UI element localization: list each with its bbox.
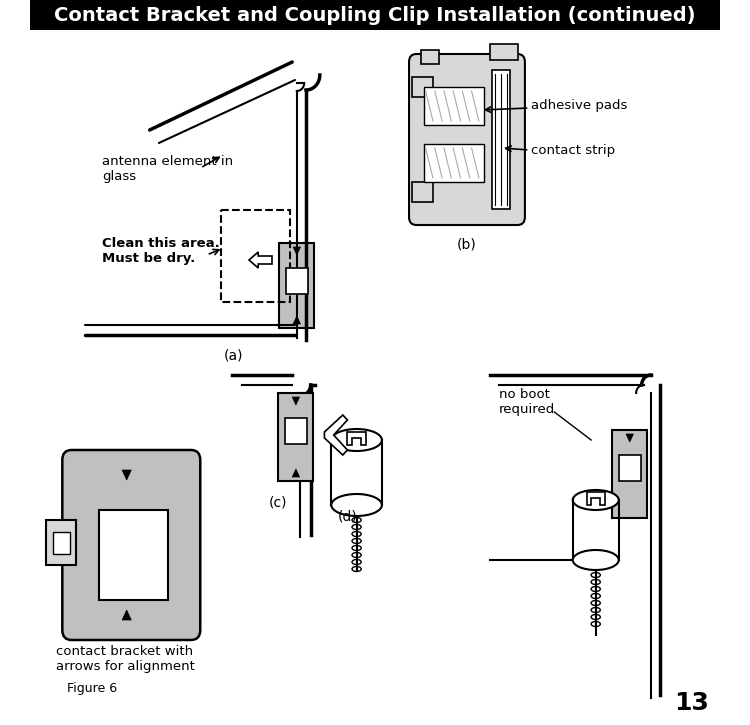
Polygon shape bbox=[325, 415, 347, 455]
FancyBboxPatch shape bbox=[619, 455, 640, 481]
FancyBboxPatch shape bbox=[424, 144, 484, 182]
Polygon shape bbox=[46, 520, 76, 565]
Text: no boot
required: no boot required bbox=[500, 388, 556, 416]
Text: antenna element in
glass: antenna element in glass bbox=[102, 155, 233, 183]
Polygon shape bbox=[492, 70, 510, 209]
Polygon shape bbox=[278, 393, 314, 481]
FancyBboxPatch shape bbox=[285, 418, 307, 444]
Polygon shape bbox=[292, 397, 299, 405]
Text: adhesive pads: adhesive pads bbox=[531, 99, 628, 112]
Polygon shape bbox=[421, 50, 440, 64]
FancyBboxPatch shape bbox=[286, 268, 308, 294]
Polygon shape bbox=[279, 243, 314, 328]
FancyBboxPatch shape bbox=[409, 54, 525, 225]
Text: (c): (c) bbox=[269, 495, 288, 509]
Text: contact bracket with
arrows for alignment: contact bracket with arrows for alignmen… bbox=[56, 645, 195, 673]
FancyBboxPatch shape bbox=[99, 510, 168, 600]
FancyBboxPatch shape bbox=[573, 500, 619, 560]
Polygon shape bbox=[612, 430, 647, 518]
Polygon shape bbox=[122, 610, 131, 620]
Polygon shape bbox=[249, 252, 272, 268]
Text: Clean this area.
Must be dry.: Clean this area. Must be dry. bbox=[102, 237, 220, 265]
Ellipse shape bbox=[332, 429, 382, 451]
Ellipse shape bbox=[573, 490, 619, 510]
Text: (b): (b) bbox=[457, 237, 477, 251]
Polygon shape bbox=[122, 470, 131, 480]
Text: (d): (d) bbox=[338, 510, 358, 524]
Text: Figure 6: Figure 6 bbox=[67, 682, 117, 695]
Polygon shape bbox=[347, 432, 366, 445]
Polygon shape bbox=[626, 434, 634, 442]
Polygon shape bbox=[586, 492, 605, 505]
Text: contact strip: contact strip bbox=[531, 144, 616, 157]
Ellipse shape bbox=[573, 550, 619, 570]
Polygon shape bbox=[412, 182, 433, 202]
Polygon shape bbox=[293, 247, 301, 255]
FancyBboxPatch shape bbox=[332, 440, 382, 505]
Text: Contact Bracket and Coupling Clip Installation (continued): Contact Bracket and Coupling Clip Instal… bbox=[54, 6, 696, 25]
FancyBboxPatch shape bbox=[424, 87, 484, 125]
FancyBboxPatch shape bbox=[62, 450, 200, 640]
FancyBboxPatch shape bbox=[30, 0, 720, 30]
Polygon shape bbox=[412, 77, 433, 97]
Polygon shape bbox=[292, 469, 299, 477]
Polygon shape bbox=[293, 316, 301, 324]
Text: 13: 13 bbox=[674, 691, 709, 715]
Polygon shape bbox=[490, 44, 518, 60]
Text: (a): (a) bbox=[224, 348, 243, 362]
Ellipse shape bbox=[332, 494, 382, 516]
FancyBboxPatch shape bbox=[53, 532, 70, 554]
